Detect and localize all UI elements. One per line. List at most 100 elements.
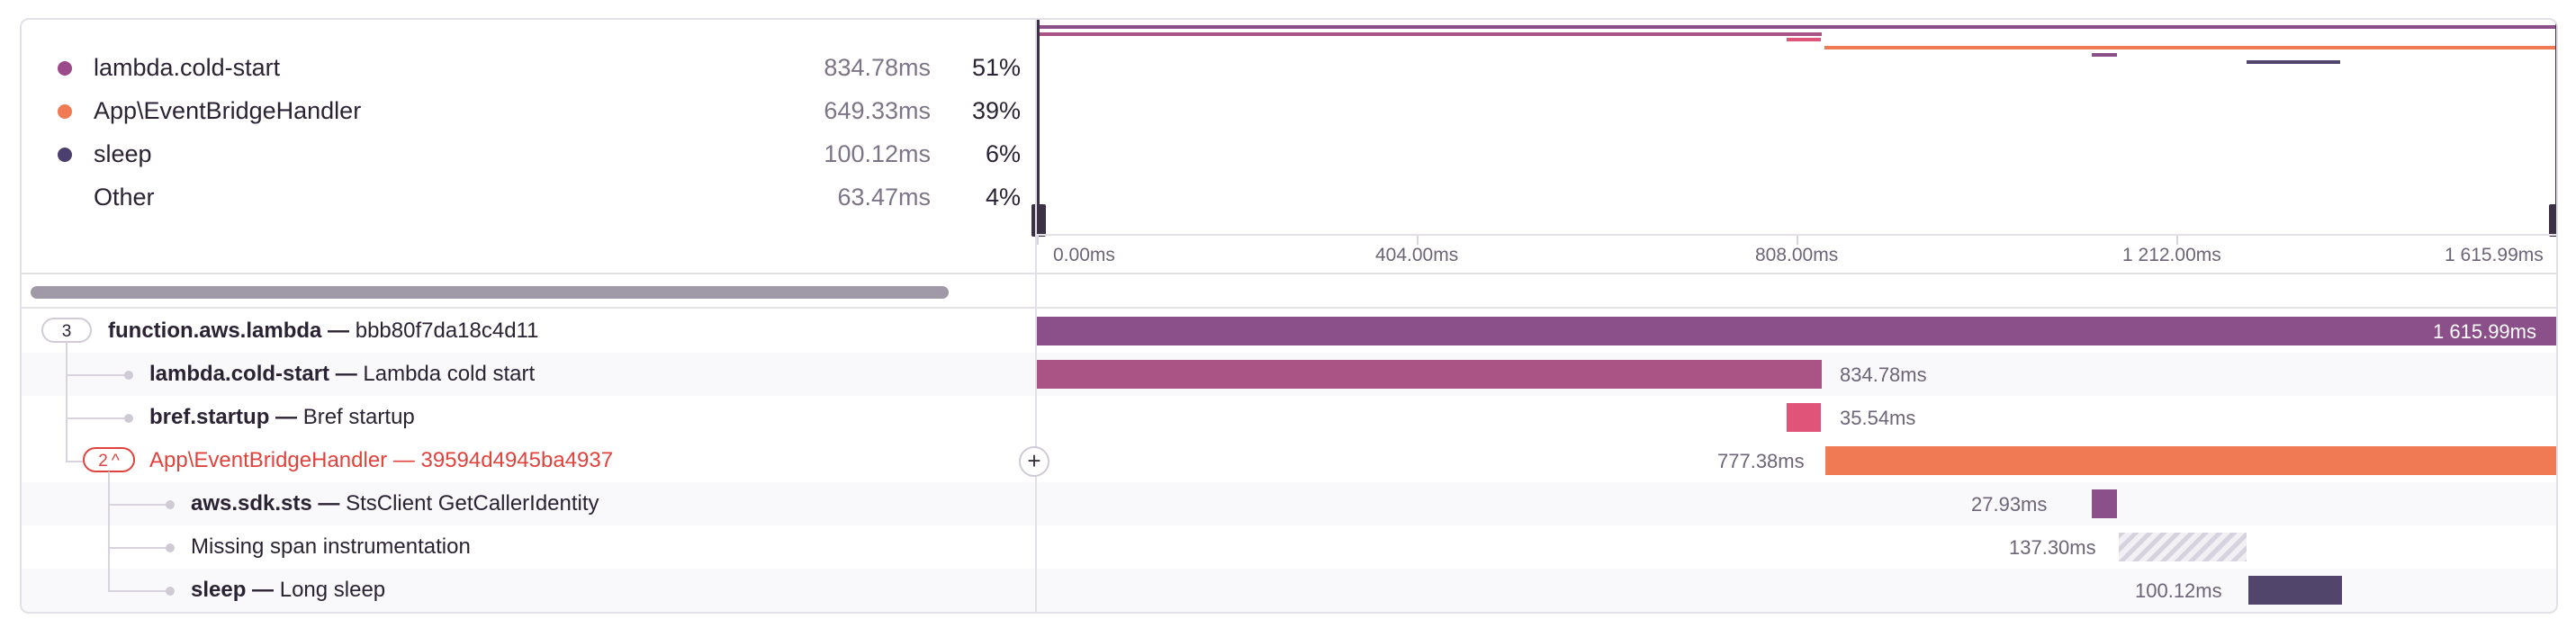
tree-connector <box>108 547 110 590</box>
span-title: sleep — Long sleep <box>191 578 385 603</box>
minimap-span <box>1039 25 2556 29</box>
span-row[interactable]: aws.sdk.sts — StsClient GetCallerIdentit… <box>22 471 2556 525</box>
span-op: App\EventBridgeHandler <box>149 448 388 472</box>
chevron-up-icon: ^ <box>111 452 120 471</box>
minimap-left-grip[interactable] <box>1031 204 1046 237</box>
span-tree-cell: 2 ^ App\EventBridgeHandler — 39594d4945ba… <box>22 417 1035 482</box>
span-duration: 35.54ms <box>1840 407 1916 429</box>
legend-duration: 63.47ms <box>837 184 931 211</box>
span-tree-cell: aws.sdk.sts — StsClient GetCallerIdentit… <box>22 471 1035 525</box>
ruler-tick-label: 1 615.99ms <box>2445 245 2544 265</box>
legend-duration: 834.78ms <box>824 54 931 81</box>
span-bar[interactable] <box>1787 403 1821 432</box>
span-op: aws.sdk.sts <box>191 491 312 516</box>
legend-percent: 39% <box>971 97 1021 124</box>
span-op: lambda.cold-start <box>149 362 330 386</box>
tree-node-dot <box>124 371 133 380</box>
legend-label: App\EventBridgeHandler <box>94 97 362 124</box>
span-separator: — <box>311 491 347 516</box>
legend-percent: 6% <box>985 140 1021 167</box>
tree-connector <box>108 590 171 592</box>
legend-item[interactable]: Other 63.47ms 4% <box>22 178 1021 218</box>
legend-item[interactable]: App\EventBridgeHandler 649.33ms 39% <box>22 92 1021 131</box>
ruler-tick <box>1417 236 1419 245</box>
span-title: aws.sdk.sts — StsClient GetCallerIdentit… <box>191 491 599 516</box>
span-row[interactable]: 3 function.aws.lambda — bbb80f7da18c4d11… <box>22 310 2556 353</box>
tree-connector <box>66 417 68 461</box>
span-duration: 1 615.99ms <box>2433 320 2536 343</box>
span-row[interactable]: Missing span instrumentation 137.30ms <box>22 504 2556 569</box>
minimap-span <box>1787 38 1821 41</box>
span-bar[interactable] <box>1037 360 1822 389</box>
legend-percent: 4% <box>985 184 1021 211</box>
span-children-toggle[interactable]: 2 ^ <box>83 447 135 472</box>
span-bar[interactable] <box>2248 576 2342 605</box>
span-duration: 100.12ms <box>2135 579 2222 602</box>
ruler-tick-label: 1 212.00ms <box>2122 245 2221 265</box>
time-ruler: 0.00ms 404.00ms 808.00ms 1 212.00ms 1 61… <box>1037 234 2558 274</box>
span-separator: — <box>269 405 303 429</box>
tree-connector <box>66 417 129 419</box>
tree-connector <box>66 374 68 417</box>
minimap-left-handle[interactable] <box>1037 20 1040 234</box>
span-description: Missing span instrumentation <box>191 534 471 559</box>
missing-instrumentation-bar[interactable] <box>2119 533 2247 561</box>
span-children-count[interactable]: 3 <box>41 318 92 343</box>
tree-node-dot <box>124 414 133 423</box>
horizontal-scrollbar[interactable] <box>31 286 949 299</box>
span-separator: — <box>321 318 356 343</box>
span-op: bref.startup <box>149 405 270 429</box>
minimap-right-grip[interactable] <box>2549 204 2556 237</box>
count-value: 3 <box>61 322 72 341</box>
span-row[interactable]: lambda.cold-start — Lambda cold start 83… <box>22 342 2556 396</box>
plus-icon[interactable]: + <box>1019 446 1049 477</box>
legend-item[interactable]: lambda.cold-start 834.78ms 51% <box>22 49 1021 88</box>
trace-minimap[interactable] <box>1031 20 2556 237</box>
span-description: StsClient GetCallerIdentity <box>346 491 599 516</box>
minimap-right-handle[interactable] <box>2555 20 2556 234</box>
tree-node-dot <box>166 543 175 552</box>
ruler-tick <box>2176 236 2178 245</box>
legend-label: Other <box>94 184 155 211</box>
span-duration: 27.93ms <box>1971 493 2048 516</box>
minimap-span <box>2247 60 2340 64</box>
span-separator: — <box>387 448 421 472</box>
span-bar[interactable] <box>1825 446 2556 475</box>
minimap-span <box>1039 32 1822 36</box>
span-tree-cell: sleep — Long sleep <box>22 547 1035 612</box>
span-op: sleep <box>191 578 247 602</box>
legend-percent: 51% <box>971 54 1021 81</box>
ruler-tick <box>2556 236 2558 245</box>
pane-divider[interactable] <box>1035 20 1037 612</box>
tree-connector <box>108 504 110 547</box>
span-op: function.aws.lambda <box>108 318 322 343</box>
tree-connector <box>66 374 129 376</box>
trace-waterfall: lambda.cold-start 834.78ms 51% App\Event… <box>20 18 2558 614</box>
legend-color-dot <box>58 148 72 162</box>
span-row[interactable]: 2 ^ App\EventBridgeHandler — 39594d4945ba… <box>22 417 2556 482</box>
span-duration: 777.38ms <box>1717 450 1805 472</box>
legend-label: lambda.cold-start <box>94 54 281 81</box>
legend-color-dot <box>58 104 72 119</box>
span-bar[interactable] <box>1037 317 2556 345</box>
span-title: Missing span instrumentation <box>191 534 471 560</box>
span-title: function.aws.lambda — bbb80f7da18c4d11 <box>108 318 538 344</box>
tree-connector <box>108 471 110 504</box>
tree-node-dot <box>166 500 175 509</box>
legend-item[interactable]: sleep 100.12ms 6% <box>22 135 1021 175</box>
ruler-tick-label: 0.00ms <box>1053 245 1115 265</box>
span-description: Lambda cold start <box>363 362 536 386</box>
divider <box>22 273 2556 274</box>
legend-color-dot <box>58 61 72 76</box>
span-tree-cell: Missing span instrumentation <box>22 504 1035 569</box>
span-title: App\EventBridgeHandler — 39594d4945ba493… <box>149 448 613 473</box>
span-row[interactable]: bref.startup — Bref startup 35.54ms <box>22 374 2556 439</box>
span-duration: 137.30ms <box>2009 536 2096 559</box>
span-title: lambda.cold-start — Lambda cold start <box>149 362 535 387</box>
span-title: bref.startup — Bref startup <box>149 405 415 430</box>
span-bar[interactable] <box>2092 489 2117 518</box>
tree-node-dot <box>166 587 175 596</box>
span-row[interactable]: sleep — Long sleep 100.12ms <box>22 547 2556 612</box>
ruler-tick-label: 404.00ms <box>1375 245 1459 265</box>
span-description: 39594d4945ba4937 <box>420 448 614 472</box>
